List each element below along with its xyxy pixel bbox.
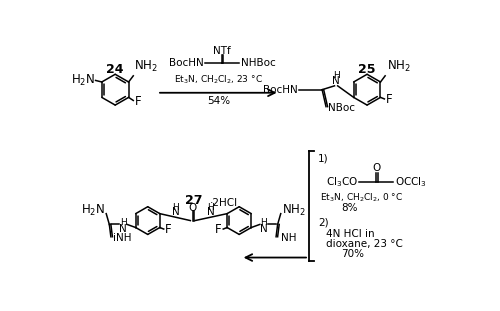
Text: ·2HCl: ·2HCl — [210, 198, 238, 208]
Text: F: F — [135, 95, 141, 108]
Text: NHBoc: NHBoc — [241, 58, 276, 68]
Text: O: O — [188, 203, 197, 213]
Text: 70%: 70% — [342, 249, 364, 259]
Text: H$_2$N: H$_2$N — [70, 73, 95, 88]
Text: N: N — [332, 76, 340, 86]
Text: NBoc: NBoc — [328, 103, 355, 113]
Text: H: H — [208, 203, 214, 212]
Text: F: F — [386, 93, 392, 106]
Text: H: H — [332, 71, 340, 80]
Text: OCCl$_3$: OCCl$_3$ — [395, 175, 426, 189]
Text: F: F — [166, 223, 172, 236]
Text: Et$_3$N, CH$_2$Cl$_2$, 0 °C: Et$_3$N, CH$_2$Cl$_2$, 0 °C — [320, 191, 403, 204]
Text: 1): 1) — [318, 154, 329, 164]
Text: 4N HCl in: 4N HCl in — [326, 229, 374, 239]
Text: 54%: 54% — [206, 96, 230, 106]
Text: 2): 2) — [318, 217, 329, 227]
Text: 27: 27 — [184, 194, 202, 207]
Text: NH$_2$: NH$_2$ — [134, 59, 158, 74]
Text: N: N — [120, 224, 127, 234]
Text: H: H — [172, 203, 179, 212]
Text: H: H — [120, 218, 126, 227]
Text: F: F — [215, 223, 222, 236]
Text: O: O — [372, 163, 380, 173]
Text: 8%: 8% — [342, 203, 358, 213]
Text: H$_2$N: H$_2$N — [80, 203, 104, 218]
Text: NTf: NTf — [214, 46, 231, 56]
Text: 24: 24 — [106, 63, 124, 77]
Text: Et$_3$N, CH$_2$Cl$_2$, 23 °C: Et$_3$N, CH$_2$Cl$_2$, 23 °C — [174, 73, 262, 86]
Text: iNH: iNH — [113, 233, 132, 243]
Text: BocHN: BocHN — [262, 85, 298, 95]
Text: N: N — [260, 224, 268, 234]
Text: 25: 25 — [358, 63, 376, 77]
Text: H: H — [260, 218, 267, 227]
Text: NH: NH — [280, 233, 296, 243]
Text: NH$_2$: NH$_2$ — [386, 59, 410, 74]
Text: Cl$_3$CO: Cl$_3$CO — [326, 175, 358, 189]
Text: dioxane, 23 °C: dioxane, 23 °C — [326, 239, 403, 249]
Text: N: N — [207, 207, 214, 217]
Text: NH$_2$: NH$_2$ — [282, 203, 306, 218]
Text: BocHN: BocHN — [169, 58, 203, 68]
Text: N: N — [172, 207, 179, 217]
